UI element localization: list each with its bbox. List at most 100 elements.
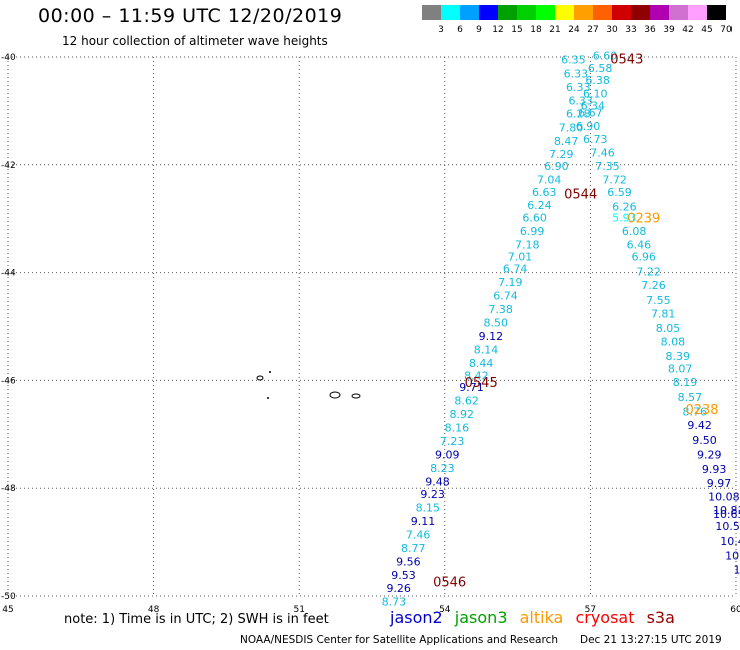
swh-value: 6.60 (593, 50, 618, 63)
swh-value: 9.71 (459, 381, 484, 394)
swh-value: 7.38 (488, 303, 513, 316)
swh-value: 7.22 (636, 265, 661, 278)
swh-value: 9.29 (697, 449, 722, 462)
color-tick-label: 3 (438, 25, 444, 35)
color-swatch (479, 5, 498, 20)
swh-value: 8.05 (656, 322, 681, 335)
x-tick-label: 45 (2, 605, 13, 615)
swh-value: 8.42 (464, 369, 489, 382)
swh-value: 7.55 (646, 294, 671, 307)
color-swatch (574, 5, 593, 20)
swh-value: 8.77 (401, 542, 426, 555)
legend-altika: altika (519, 608, 564, 627)
swh-value: 6.33 (564, 67, 589, 80)
swh-value: 8.50 (484, 317, 509, 330)
swh-value: 6.33 (566, 81, 591, 94)
swh-value: 8.19 (673, 376, 698, 389)
color-tick-label: 21 (549, 25, 560, 35)
color-swatch (631, 5, 650, 20)
color-swatch (593, 5, 612, 20)
legend-jason3: jason3 (454, 608, 508, 627)
swh-value: 7.80 (559, 121, 584, 134)
color-tick-label: 15 (511, 25, 522, 35)
color-tick-label: 27 (587, 25, 598, 35)
swh-value: 6.28 (566, 107, 591, 120)
swh-value: 6.26 (612, 201, 637, 214)
y-tick-label: -40 (1, 53, 16, 63)
swh-value: 7.46 (406, 528, 431, 541)
swh-value: 6.90 (544, 160, 569, 173)
island (269, 371, 271, 373)
island (351, 393, 361, 399)
satellite-legend: jason2 jason3 altika cryosat s3a (390, 608, 682, 627)
swh-value: 10.94 (725, 549, 740, 562)
swh-value: 8.23 (430, 462, 455, 475)
pass-time: 0238 (685, 403, 718, 418)
swh-value: 8.76 (682, 405, 707, 418)
color-swatch (441, 5, 460, 20)
swh-value: 9.93 (702, 463, 727, 476)
swh-value: 6.08 (622, 225, 647, 238)
color-tick-label: 33 (625, 25, 636, 35)
swh-value: 7.01 (508, 251, 533, 264)
swh-value: 6.38 (585, 74, 610, 87)
swh-value: 6.90 (576, 120, 601, 133)
swh-value: 8.92 (450, 408, 475, 421)
color-tick-label: 42 (682, 25, 693, 35)
legend-jason2: jason2 (390, 608, 443, 627)
swh-value: 7.81 (651, 307, 676, 320)
swh-value: 10.65 (713, 508, 740, 521)
color-tick-label: 12 (492, 25, 503, 35)
pass-time: 0544 (564, 187, 597, 202)
y-tick-label: -42 (1, 161, 16, 171)
color-swatch (517, 5, 536, 20)
swh-value: 6.34 (581, 99, 606, 112)
color-tick-label: 70 (720, 25, 732, 35)
swh-value: 7.04 (537, 174, 562, 187)
color-swatch (498, 5, 517, 20)
swh-value: 8.14 (474, 343, 499, 356)
color-tick-label: 9 (476, 25, 482, 35)
swh-value: 10.48 (720, 535, 740, 548)
swh-value: 7.19 (498, 276, 523, 289)
pass-time: 0239 (627, 212, 660, 227)
swh-value: 6.24 (527, 199, 552, 212)
pass-time: 0545 (465, 376, 498, 391)
color-tick-label: 45 (701, 25, 712, 35)
color-swatch (422, 5, 441, 20)
y-tick-label: -44 (1, 269, 16, 279)
credit-line: NOAA/NESDIS Center for Satellite Applica… (240, 634, 558, 646)
swh-value: 6.73 (583, 133, 608, 146)
color-tick-label: 24 (568, 25, 580, 35)
swh-value: 6.63 (532, 186, 557, 199)
island (256, 375, 264, 381)
swh-value: 7.18 (515, 238, 540, 251)
wave-observations: 6.606.356.586.336.386.336.106.336.346.67… (382, 50, 740, 609)
color-unit-label: (ft) (730, 25, 732, 35)
swh-value: 6.59 (607, 186, 632, 199)
swh-value: 6.99 (520, 225, 545, 238)
color-swatch (612, 5, 631, 20)
swh-value: 8.08 (661, 335, 686, 348)
legend-s3a: s3a (646, 608, 675, 627)
swh-value: 6.46 (627, 238, 652, 251)
pass-time: 0546 (433, 576, 466, 591)
color-tick-label: 18 (530, 25, 542, 35)
y-tick-label: -50 (1, 592, 16, 602)
x-tick-label: 54 (439, 605, 451, 615)
swh-value: 9.09 (435, 449, 460, 462)
swh-value: 6.74 (493, 290, 518, 303)
swh-value: 10.08 (708, 491, 740, 504)
map-grid (7, 56, 737, 597)
swh-value: 9.48 (425, 476, 450, 489)
swh-value: 9.53 (391, 569, 416, 582)
map-subtitle: 12 hour collection of altimeter wave hei… (62, 34, 328, 48)
swh-value: 6.60 (522, 211, 547, 224)
swh-value: 9.11 (411, 515, 436, 528)
generation-timestamp: Dec 21 13:27:15 UTC 2019 (580, 634, 722, 646)
swh-value: 8.16 (445, 422, 470, 435)
color-swatch (688, 5, 707, 20)
color-swatch (707, 5, 726, 20)
